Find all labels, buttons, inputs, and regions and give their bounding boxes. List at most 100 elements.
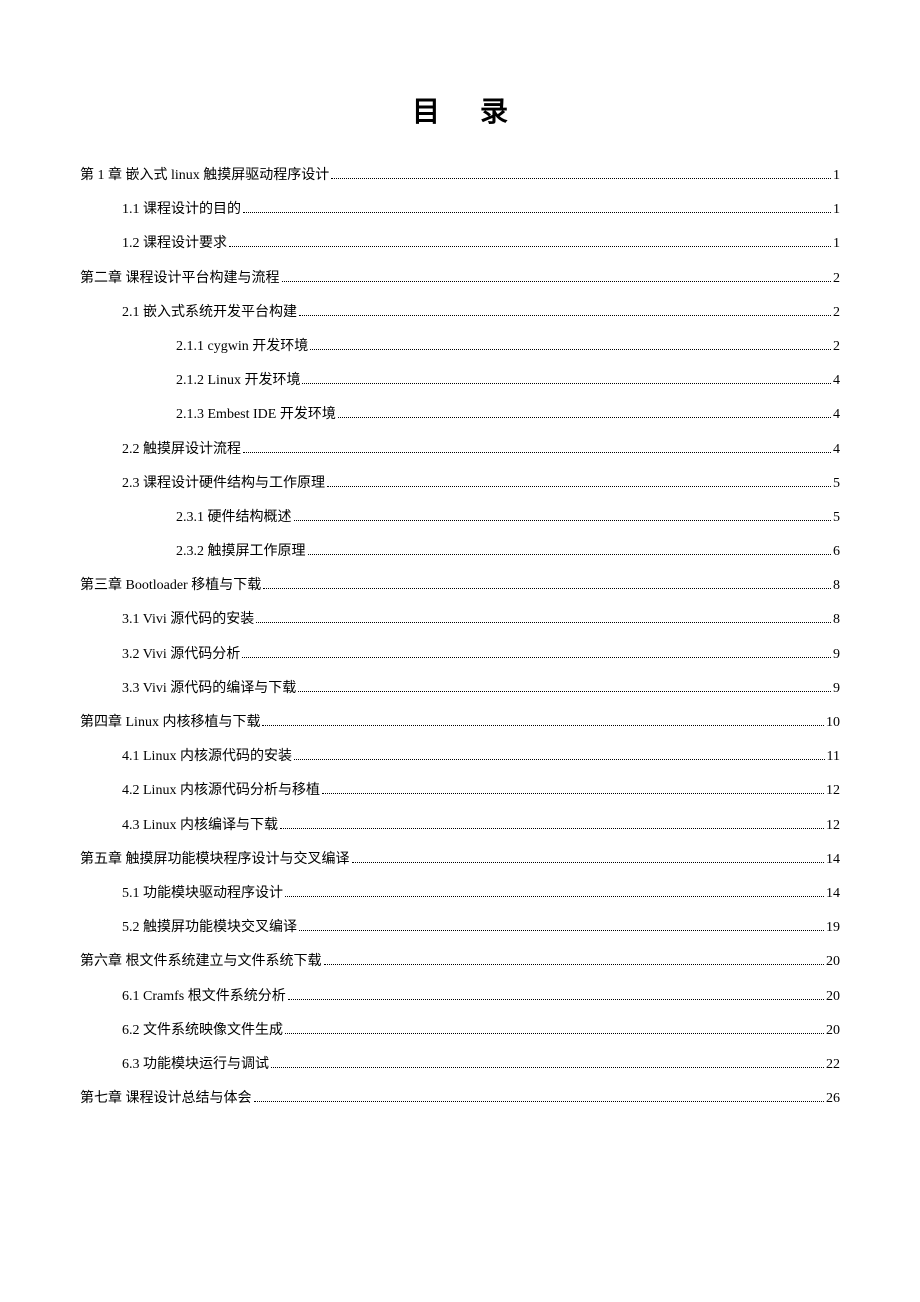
- toc-entry: 2.3.2 触摸屏工作原理 6: [80, 536, 840, 568]
- toc-entry-label: 2.2 触摸屏设计流程: [122, 434, 241, 466]
- toc-leader-dots: [254, 1101, 825, 1102]
- toc-entry-label: 2.1.2 Linux 开发环境: [176, 365, 300, 397]
- toc-leader-dots: [243, 452, 831, 453]
- toc-entry: 2.3.1 硬件结构概述 5: [80, 502, 840, 534]
- toc-entry-label: 3.3 Vivi 源代码的编译与下载: [122, 673, 296, 705]
- toc-entry-label: 4.3 Linux 内核编译与下载: [122, 810, 278, 842]
- toc-entry-page: 5: [833, 502, 840, 534]
- toc-leader-dots: [352, 862, 825, 863]
- toc-entry-label: 2.3 课程设计硬件结构与工作原理: [122, 468, 325, 500]
- toc-entry-page: 12: [826, 810, 840, 842]
- toc-entry-page: 11: [827, 741, 840, 773]
- toc-entry-page: 5: [833, 468, 840, 500]
- toc-leader-dots: [308, 554, 832, 555]
- toc-entry-page: 4: [833, 365, 840, 397]
- toc-entry-page: 4: [833, 434, 840, 466]
- toc-entry-label: 第三章 Bootloader 移植与下载: [80, 570, 261, 602]
- toc-leader-dots: [271, 1067, 824, 1068]
- toc-entry-label: 2.1 嵌入式系统开发平台构建: [122, 297, 297, 329]
- toc-entry: 5.2 触摸屏功能模块交叉编译19: [80, 912, 840, 944]
- toc-entry-page: 20: [826, 946, 840, 978]
- toc-leader-dots: [263, 588, 831, 589]
- toc-leader-dots: [299, 930, 824, 931]
- toc-entry-label: 2.1.1 cygwin 开发环境: [176, 331, 308, 363]
- toc-entry-page: 19: [826, 912, 840, 944]
- toc-leader-dots: [322, 793, 824, 794]
- toc-entry: 6.1 Cramfs 根文件系统分析20: [80, 981, 840, 1013]
- toc-entry-label: 4.2 Linux 内核源代码分析与移植: [122, 775, 320, 807]
- toc-entry-label: 第 1 章 嵌入式 linux 触摸屏驱动程序设计: [80, 160, 329, 192]
- toc-entry: 第四章 Linux 内核移植与下载10: [80, 707, 840, 739]
- toc-leader-dots: [288, 999, 824, 1000]
- toc-entry-label: 1.2 课程设计要求: [122, 228, 227, 260]
- toc-entry: 4.1 Linux 内核源代码的安装 11: [80, 741, 840, 773]
- toc-entry-label: 6.1 Cramfs 根文件系统分析: [122, 981, 286, 1013]
- toc-leader-dots: [256, 622, 831, 623]
- toc-entry: 第三章 Bootloader 移植与下载 8: [80, 570, 840, 602]
- toc-entry-label: 6.3 功能模块运行与调试: [122, 1049, 269, 1081]
- toc-entry-label: 2.1.3 Embest IDE 开发环境: [176, 399, 336, 431]
- toc-entry-page: 2: [833, 297, 840, 329]
- toc-entry-page: 10: [826, 707, 840, 739]
- toc-leader-dots: [299, 315, 831, 316]
- toc-entry-label: 3.2 Vivi 源代码分析: [122, 639, 240, 671]
- toc-entry-page: 4: [833, 399, 840, 431]
- toc-entry: 2.1.1 cygwin 开发环境2: [80, 331, 840, 363]
- toc-entry: 1.1 课程设计的目的1: [80, 194, 840, 226]
- toc-leader-dots: [338, 417, 831, 418]
- toc-entry-page: 22: [826, 1049, 840, 1081]
- toc-entry-label: 2.3.2 触摸屏工作原理: [176, 536, 306, 568]
- toc-entry-label: 第五章 触摸屏功能模块程序设计与交叉编译: [80, 844, 350, 876]
- toc-entry-page: 8: [833, 570, 840, 602]
- toc-entry: 第二章 课程设计平台构建与流程2: [80, 263, 840, 295]
- toc-leader-dots: [282, 281, 832, 282]
- toc-leader-dots: [285, 1033, 824, 1034]
- toc-entry-page: 14: [826, 878, 840, 910]
- toc-entry-label: 3.1 Vivi 源代码的安装: [122, 604, 254, 636]
- toc-entry-label: 5.1 功能模块驱动程序设计: [122, 878, 283, 910]
- toc-entry: 4.3 Linux 内核编译与下载 12: [80, 810, 840, 842]
- toc-leader-dots: [310, 349, 831, 350]
- toc-entry-page: 9: [833, 673, 840, 705]
- toc-leader-dots: [285, 896, 824, 897]
- toc-entry: 3.3 Vivi 源代码的编译与下载 9: [80, 673, 840, 705]
- toc-entry: 第六章 根文件系统建立与文件系统下载 20: [80, 946, 840, 978]
- toc-entry: 3.1 Vivi 源代码的安装 8: [80, 604, 840, 636]
- toc-entry-page: 12: [826, 775, 840, 807]
- document-title: 目录: [80, 90, 840, 130]
- toc-leader-dots: [324, 964, 825, 965]
- table-of-contents: 第 1 章 嵌入式 linux 触摸屏驱动程序设计11.1 课程设计的目的11.…: [80, 160, 840, 1115]
- toc-leader-dots: [229, 246, 831, 247]
- toc-entry: 第七章 课程设计总结与体会 26: [80, 1083, 840, 1115]
- toc-entry-label: 1.1 课程设计的目的: [122, 194, 241, 226]
- toc-leader-dots: [294, 520, 832, 521]
- toc-entry-page: 1: [833, 228, 840, 260]
- toc-leader-dots: [327, 486, 831, 487]
- toc-leader-dots: [280, 828, 824, 829]
- toc-leader-dots: [242, 657, 831, 658]
- toc-entry-label: 6.2 文件系统映像文件生成: [122, 1015, 283, 1047]
- toc-entry: 3.2 Vivi 源代码分析9: [80, 639, 840, 671]
- toc-leader-dots: [298, 691, 831, 692]
- toc-entry-page: 1: [833, 160, 840, 192]
- toc-entry-page: 20: [826, 1015, 840, 1047]
- toc-leader-dots: [331, 178, 831, 179]
- toc-leader-dots: [302, 383, 831, 384]
- toc-entry: 6.2 文件系统映像文件生成 20: [80, 1015, 840, 1047]
- toc-entry-label: 第七章 课程设计总结与体会: [80, 1083, 252, 1115]
- toc-entry-label: 第六章 根文件系统建立与文件系统下载: [80, 946, 322, 978]
- toc-entry-page: 8: [833, 604, 840, 636]
- toc-leader-dots: [262, 725, 824, 726]
- toc-entry-page: 26: [826, 1083, 840, 1115]
- toc-entry-label: 2.3.1 硬件结构概述: [176, 502, 292, 534]
- toc-entry: 2.3 课程设计硬件结构与工作原理 5: [80, 468, 840, 500]
- toc-leader-dots: [243, 212, 831, 213]
- toc-entry-page: 6: [833, 536, 840, 568]
- toc-entry: 1.2 课程设计要求 1: [80, 228, 840, 260]
- toc-entry: 第 1 章 嵌入式 linux 触摸屏驱动程序设计 1: [80, 160, 840, 192]
- toc-entry: 2.1.2 Linux 开发环境 4: [80, 365, 840, 397]
- toc-entry: 第五章 触摸屏功能模块程序设计与交叉编译14: [80, 844, 840, 876]
- toc-entry-label: 4.1 Linux 内核源代码的安装: [122, 741, 292, 773]
- toc-entry: 2.1.3 Embest IDE 开发环境 4: [80, 399, 840, 431]
- toc-leader-dots: [294, 759, 825, 760]
